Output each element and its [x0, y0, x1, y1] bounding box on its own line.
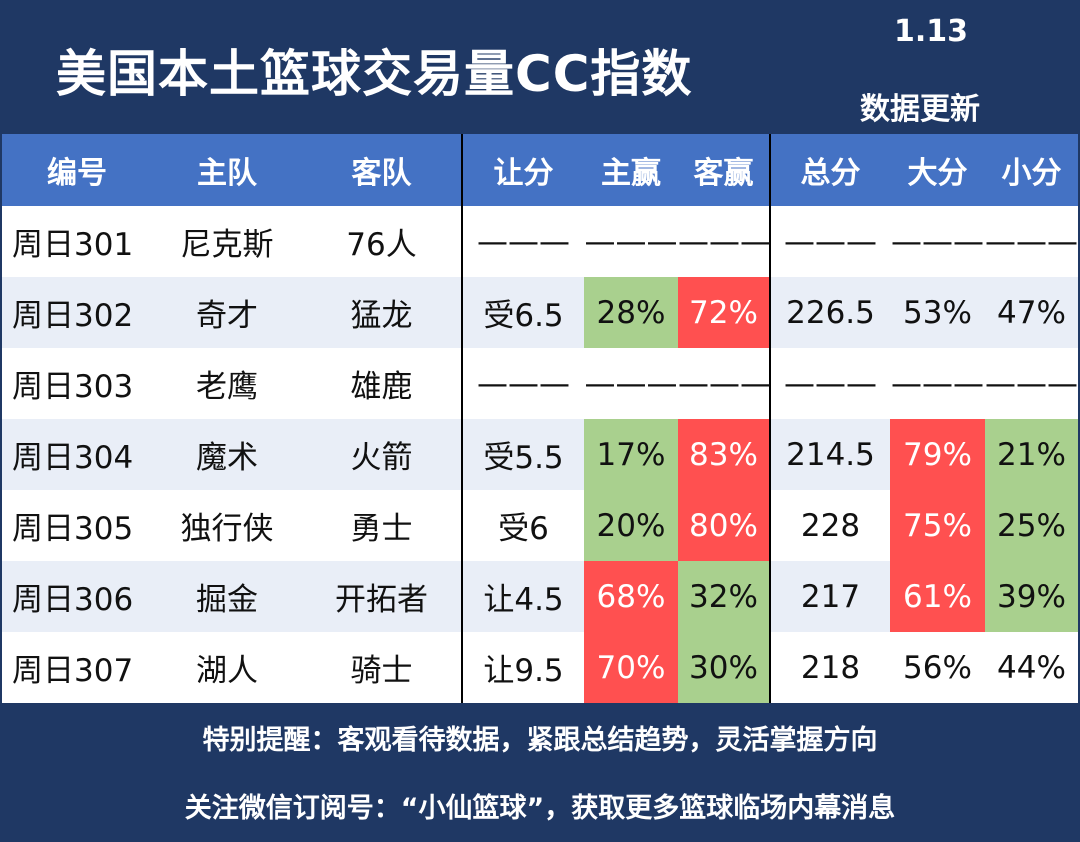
cell-home-win: 28%: [584, 277, 678, 348]
cell-away-win: 83%: [678, 419, 770, 490]
cell-home: 掘金: [152, 561, 302, 632]
update-label: 数据更新: [860, 92, 980, 127]
table-row: 周日303 老鹰 雄鹿 ——— ——— ——— ——— ——— ———: [2, 348, 1078, 419]
column-header-id: 编号: [2, 134, 152, 206]
index-table: 编号 主队 客队 让分 主赢 客赢 总分 大分 小分 周日301 尼克斯 76人…: [2, 134, 1078, 703]
page-title: 美国本土篮球交易量CC指数: [56, 45, 693, 103]
cell-away-win: 80%: [678, 490, 770, 561]
column-header-under: 小分: [985, 134, 1078, 206]
table-row: 周日304 魔术 火箭 受5.5 17% 83% 214.5 79% 21%: [2, 419, 1078, 490]
cell-away: 勇士: [302, 490, 462, 561]
cell-away-win: 32%: [678, 561, 770, 632]
cell-handicap: 受6.5: [461, 277, 584, 348]
cell-away: 76人: [302, 206, 462, 277]
cell-home: 奇才: [152, 277, 302, 348]
cell-home-win: 17%: [584, 419, 678, 490]
cell-home: 湖人: [152, 632, 302, 703]
cell-over: 61%: [890, 561, 985, 632]
cell-id: 周日305: [2, 490, 152, 561]
table-row: 周日306 掘金 开拓者 让4.5 68% 32% 217 61% 39%: [2, 561, 1078, 632]
cell-over: 79%: [890, 419, 985, 490]
cell-total: 226.5: [769, 277, 890, 348]
column-header-home-win: 主赢: [584, 134, 678, 206]
cell-id: 周日307: [2, 632, 152, 703]
cell-home-win: ———: [584, 348, 678, 419]
cell-id: 周日302: [2, 277, 152, 348]
cell-home-win: ———: [584, 206, 678, 277]
cell-handicap: ———: [461, 206, 584, 277]
table-row: 周日305 独行侠 勇士 受6 20% 80% 228 75% 25%: [2, 490, 1078, 561]
cell-handicap: 受6: [461, 490, 584, 561]
cell-total: ———: [769, 206, 890, 277]
cell-home-win: 68%: [584, 561, 678, 632]
table-row: 周日302 奇才 猛龙 受6.5 28% 72% 226.5 53% 47%: [2, 277, 1078, 348]
cell-home-win: 70%: [584, 632, 678, 703]
column-header-away-win: 客赢: [678, 134, 770, 206]
cell-away-win: 72%: [678, 277, 770, 348]
cell-under: 21%: [985, 419, 1078, 490]
date-label: 1.13: [894, 14, 969, 49]
cell-away: 猛龙: [302, 277, 462, 348]
cell-away: 骑士: [302, 632, 462, 703]
cell-away: 火箭: [302, 419, 462, 490]
cell-over: ———: [890, 206, 985, 277]
table-row: 周日301 尼克斯 76人 ——— ——— ——— ——— ——— ———: [2, 206, 1078, 277]
cell-handicap: 受5.5: [461, 419, 584, 490]
cell-total: 218: [769, 632, 890, 703]
table-header-row: 编号 主队 客队 让分 主赢 客赢 总分 大分 小分: [2, 134, 1078, 206]
cell-handicap: ———: [461, 348, 584, 419]
cell-away-win: ———: [678, 206, 771, 277]
cell-home-win: 20%: [584, 490, 678, 561]
cell-id: 周日306: [2, 561, 152, 632]
cell-under: ———: [985, 206, 1078, 277]
cell-id: 周日301: [2, 206, 152, 277]
column-header-home: 主队: [152, 134, 302, 206]
cell-total: 214.5: [769, 419, 890, 490]
cell-over: ———: [890, 348, 985, 419]
cell-away: 雄鹿: [302, 348, 462, 419]
cell-away-win: ———: [678, 348, 771, 419]
cell-over: 56%: [890, 632, 985, 703]
cell-under: 47%: [985, 277, 1078, 348]
column-header-handicap: 让分: [461, 134, 584, 206]
cell-id: 周日303: [2, 348, 152, 419]
cell-under: ———: [985, 348, 1078, 419]
cell-total: ———: [769, 348, 890, 419]
cell-away: 开拓者: [302, 561, 462, 632]
column-header-total: 总分: [769, 134, 890, 206]
cell-total: 217: [769, 561, 890, 632]
cell-handicap: 让9.5: [461, 632, 584, 703]
cell-home: 独行侠: [152, 490, 302, 561]
column-header-away: 客队: [302, 134, 462, 206]
cell-total: 228: [769, 490, 890, 561]
cell-handicap: 让4.5: [461, 561, 584, 632]
cell-away-win: 30%: [678, 632, 770, 703]
cell-under: 44%: [985, 632, 1078, 703]
reminder-text: 特别提醒：客观看待数据，紧跟总结趋势，灵活掌握方向: [202, 725, 878, 756]
cell-home: 魔术: [152, 419, 302, 490]
cell-id: 周日304: [2, 419, 152, 490]
cell-under: 25%: [985, 490, 1078, 561]
subscribe-text: 关注微信订阅号：“小仙篮球”，获取更多篮球临场内幕消息: [184, 793, 896, 824]
cell-over: 53%: [890, 277, 985, 348]
column-header-over: 大分: [890, 134, 985, 206]
cell-home: 老鹰: [152, 348, 302, 419]
table-row: 周日307 湖人 骑士 让9.5 70% 30% 218 56% 44%: [2, 632, 1078, 703]
cell-under: 39%: [985, 561, 1078, 632]
cell-home: 尼克斯: [152, 206, 302, 277]
cell-over: 75%: [890, 490, 985, 561]
